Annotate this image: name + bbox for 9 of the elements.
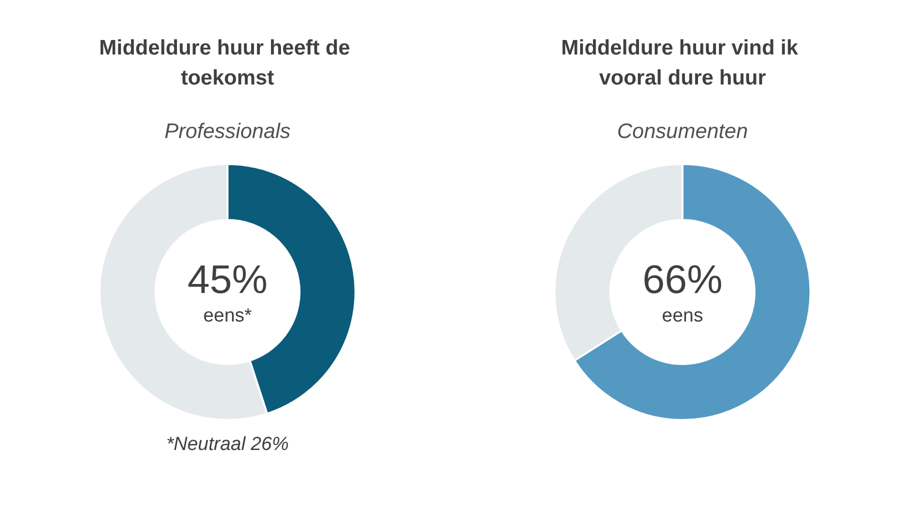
chart-title: Middeldure huur heeft de toekomst: [99, 36, 356, 90]
chart-title: Middeldure huur vind ik vooral dure huur: [561, 36, 804, 90]
data-label: 45%: [187, 258, 268, 302]
slice-label: eens*: [203, 306, 252, 326]
slice-label: eens: [662, 306, 704, 326]
text: *Neutraal 26%: [166, 434, 289, 455]
chart-subtitle: Consumenten: [617, 120, 748, 143]
chart-subtitle: Professionals: [164, 120, 292, 143]
data-label: 66%: [642, 258, 723, 302]
